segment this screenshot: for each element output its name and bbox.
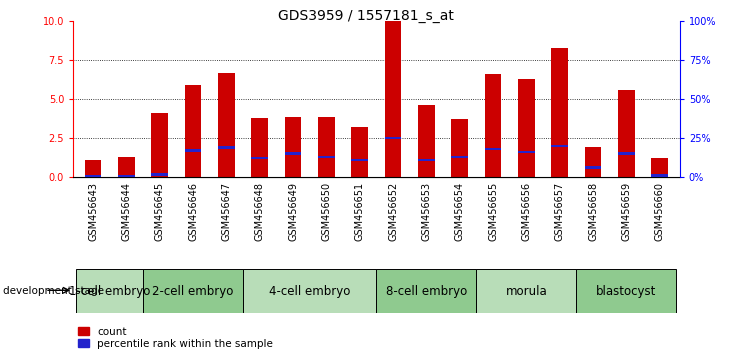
Bar [318, 117, 335, 177]
Bar [318, 156, 335, 158]
Text: GSM456656: GSM456656 [521, 182, 531, 241]
Bar [285, 153, 301, 155]
Text: GSM456644: GSM456644 [121, 182, 132, 240]
Text: GSM456653: GSM456653 [422, 182, 431, 241]
Text: GSM456645: GSM456645 [155, 182, 164, 241]
Bar [452, 156, 468, 158]
Text: 4-cell embryo: 4-cell embryo [269, 285, 350, 298]
Bar [618, 90, 635, 177]
Bar [218, 146, 235, 149]
Bar [385, 21, 401, 177]
Bar [452, 119, 468, 177]
Text: GSM456647: GSM456647 [221, 182, 232, 241]
Text: blastocyst: blastocyst [596, 285, 656, 298]
Bar [551, 145, 568, 147]
Bar [585, 166, 602, 169]
Text: development stage: development stage [3, 286, 104, 296]
Bar [151, 113, 168, 177]
Bar [251, 157, 268, 159]
Bar [485, 74, 501, 177]
Text: GSM456650: GSM456650 [322, 182, 331, 241]
Text: GSM456652: GSM456652 [388, 182, 398, 241]
Text: GSM456659: GSM456659 [621, 182, 632, 241]
Bar [285, 117, 301, 177]
Bar [477, 269, 577, 313]
Bar [185, 85, 202, 177]
Bar [376, 269, 477, 313]
Legend: count, percentile rank within the sample: count, percentile rank within the sample [78, 327, 273, 349]
Bar [185, 149, 202, 152]
Bar [651, 174, 668, 177]
Text: GSM456643: GSM456643 [88, 182, 98, 240]
Bar [418, 105, 435, 177]
Bar [551, 48, 568, 177]
Bar [118, 175, 135, 177]
Bar [77, 269, 143, 313]
Text: GSM456648: GSM456648 [255, 182, 265, 240]
Text: GSM456658: GSM456658 [588, 182, 598, 241]
Text: GSM456657: GSM456657 [555, 182, 565, 241]
Bar [618, 153, 635, 155]
Bar [143, 269, 243, 313]
Text: GSM456660: GSM456660 [655, 182, 664, 240]
Bar [577, 269, 676, 313]
Text: GSM456654: GSM456654 [455, 182, 465, 241]
Bar [218, 73, 235, 177]
Text: 1-cell embryo: 1-cell embryo [69, 285, 151, 298]
Text: GSM456651: GSM456651 [355, 182, 365, 241]
Bar [418, 159, 435, 161]
Bar [385, 137, 401, 139]
Text: GSM456655: GSM456655 [488, 182, 498, 241]
Text: GSM456646: GSM456646 [188, 182, 198, 240]
Text: GSM456649: GSM456649 [288, 182, 298, 240]
Text: morula: morula [506, 285, 548, 298]
Bar [585, 147, 602, 177]
Bar [151, 173, 168, 176]
Text: 2-cell embryo: 2-cell embryo [153, 285, 234, 298]
Bar [85, 175, 102, 177]
Bar [352, 159, 368, 161]
Text: 8-cell embryo: 8-cell embryo [386, 285, 467, 298]
Bar [251, 118, 268, 177]
Bar [518, 79, 535, 177]
Bar [518, 151, 535, 153]
Bar [85, 160, 102, 177]
Text: GDS3959 / 1557181_s_at: GDS3959 / 1557181_s_at [278, 9, 453, 23]
Bar [243, 269, 376, 313]
Bar [485, 148, 501, 150]
Bar [651, 158, 668, 177]
Bar [118, 157, 135, 177]
Bar [352, 127, 368, 177]
